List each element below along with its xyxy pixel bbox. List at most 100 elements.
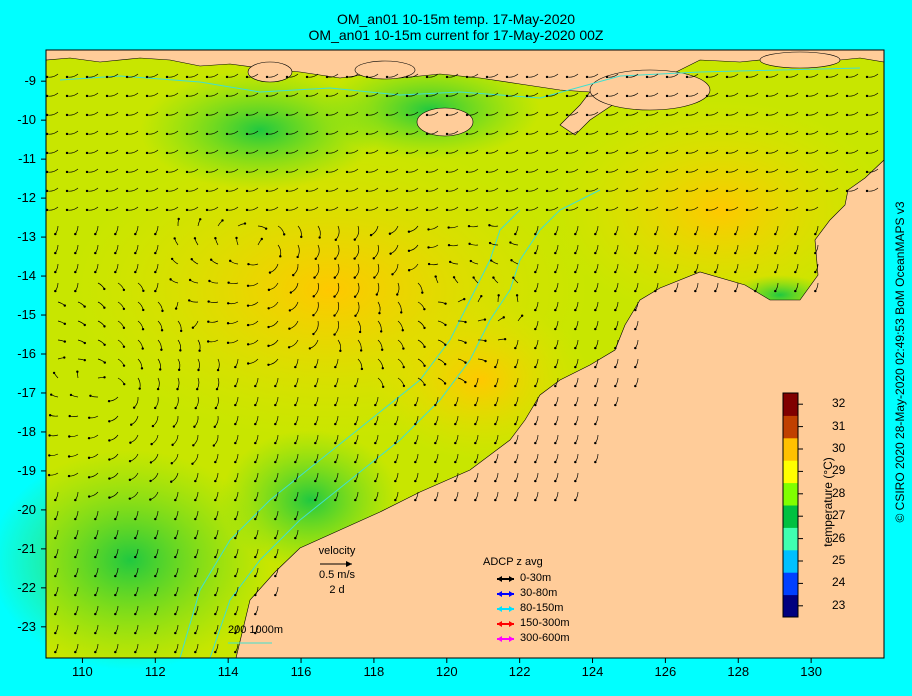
current-vector-head [134, 631, 137, 635]
current-vector-head [150, 442, 153, 446]
current-vector-head [494, 365, 497, 369]
current-vector-head [94, 270, 97, 274]
current-vector-head [405, 113, 409, 117]
current-vector-head [465, 170, 469, 174]
colorbar-segment [783, 393, 798, 416]
current-vector-head [512, 276, 515, 279]
current-vector-head [443, 382, 447, 385]
current-vector-head [314, 460, 317, 464]
current-vector-head [234, 479, 237, 483]
velocity-legend-speed: 0.5 m/s [318, 569, 356, 581]
isobath-200m [209, 189, 601, 659]
current-vector-head [605, 132, 609, 136]
current-vector-head [174, 650, 177, 654]
current-vector-head [794, 251, 797, 255]
current-vector-head [574, 498, 577, 502]
current-vector-head [425, 113, 429, 117]
current-vector-head [634, 346, 637, 350]
current-vector-head [354, 498, 357, 502]
current-vector-head [785, 151, 789, 155]
current-vector-head [125, 170, 129, 174]
current-vector-head [685, 113, 689, 117]
current-vector-head [305, 189, 309, 193]
adcp-legend-arrowhead [509, 606, 514, 612]
current-vector-head [267, 307, 270, 310]
current-vector-head [454, 422, 457, 426]
current-vector-head [585, 94, 589, 98]
current-vector-head [565, 208, 569, 212]
current-vector-head [525, 75, 529, 79]
current-vector-head [805, 94, 809, 98]
current-vector-head [134, 574, 137, 578]
current-vector-head [765, 189, 769, 193]
current-vector-head [325, 132, 329, 136]
current-vector-head [334, 384, 337, 388]
current-vector-head [514, 422, 517, 426]
current-vector-head [264, 227, 268, 230]
current-vector-head [385, 189, 389, 193]
current-vector-head [225, 208, 229, 212]
current-vector-head [485, 94, 489, 98]
current-vector [374, 263, 380, 278]
current-vector-head [774, 289, 777, 293]
current-vector-head [108, 439, 111, 442]
current-vector-head [94, 612, 97, 616]
current-vector-head [165, 189, 169, 193]
current-vector-head [625, 170, 629, 174]
current-vector-head [574, 384, 577, 388]
current-vector-head [245, 170, 249, 174]
adcp-legend-entry: 0-30m [520, 572, 552, 584]
lat-tick-label: -16 [17, 346, 36, 361]
current-vector-head [705, 208, 709, 212]
current-vector-head [685, 151, 689, 155]
current-vector-head [265, 170, 269, 174]
current-vector-head [805, 170, 809, 174]
current-vector-head [505, 113, 509, 117]
current-vector-head [725, 132, 729, 136]
current-vector-head [369, 233, 373, 237]
current-vector-head [534, 365, 537, 369]
current-vector-head [85, 132, 89, 136]
current-vector-head [185, 75, 189, 79]
current-vector-head [359, 349, 363, 352]
current-vector-head [785, 113, 789, 117]
current-vector-head [85, 151, 89, 155]
current-vector-head [509, 241, 512, 244]
current-vector-head [114, 612, 117, 616]
current-vector-head [665, 189, 669, 193]
current-vector-head [625, 208, 629, 212]
current-vector-head [574, 270, 577, 274]
current-vector-head [234, 365, 237, 369]
cool-water-patch [0, 450, 270, 670]
current-vector-head [333, 276, 336, 279]
current-vector-head [585, 208, 589, 212]
current-vector-head [254, 403, 257, 407]
lon-tick-label: 116 [290, 664, 312, 679]
lon-tick-label: 128 [727, 664, 750, 679]
adcp-legend-arrowhead [497, 576, 502, 582]
current-vector-head [454, 441, 457, 445]
current-vector-head [345, 113, 349, 117]
current-vector-head [234, 403, 237, 407]
current-vector-head [325, 208, 329, 212]
current-vector-head [402, 384, 406, 388]
current-vector-head [274, 384, 277, 388]
current-vector-head [574, 232, 577, 236]
current-vector-head [54, 631, 57, 635]
current-vector-head [765, 208, 769, 212]
current-vector-head [594, 327, 597, 331]
current-vector-head [614, 270, 617, 274]
current-vector-head [234, 574, 237, 578]
current-vector-head [354, 441, 357, 445]
current-vector-head [308, 347, 312, 350]
current-vector-head [114, 631, 117, 635]
current-vector-head [525, 151, 529, 155]
current-vector-head [394, 422, 397, 426]
current-vector-head [74, 289, 77, 293]
copyright-credit: © CSIRO 2020 28-May-2020 02:49:53 BoM Oc… [893, 201, 907, 523]
current-vector-head [574, 365, 577, 369]
current-vector-head [423, 326, 426, 330]
adcp-legend-arrows [497, 576, 514, 642]
lat-tick-label: -9 [24, 73, 36, 89]
current-vector-head [865, 151, 869, 155]
